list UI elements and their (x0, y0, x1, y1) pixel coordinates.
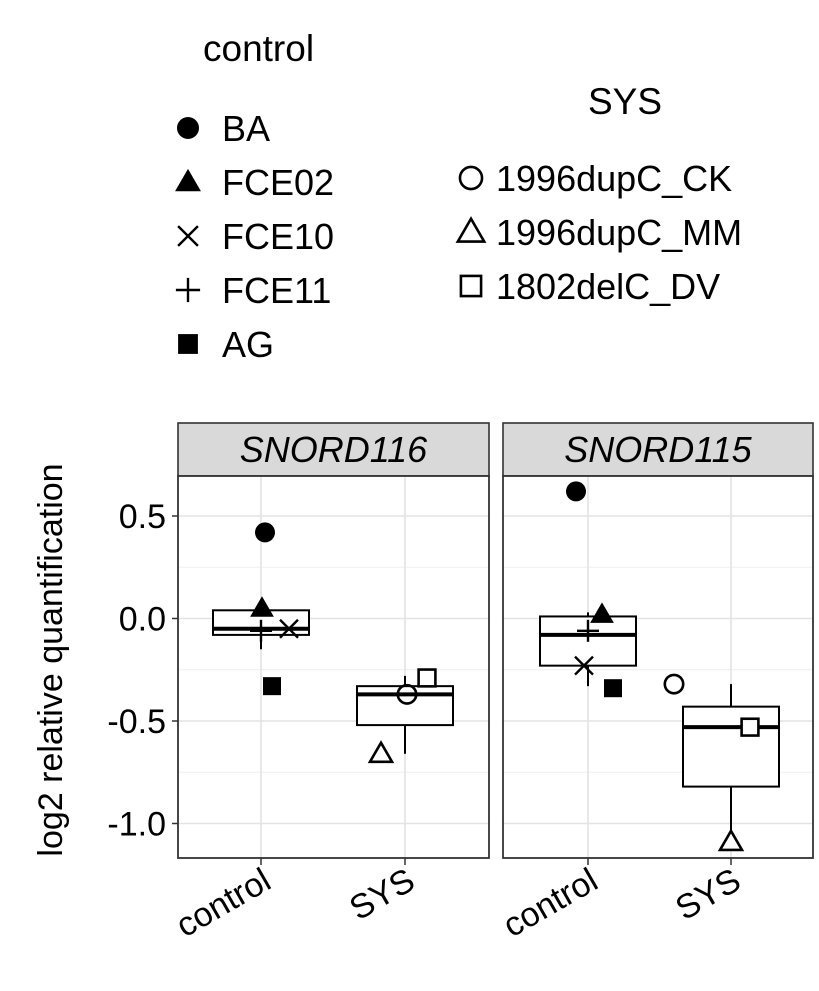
data-point-ag (604, 679, 622, 698)
square-marker (740, 717, 760, 737)
data-point-ba (255, 522, 275, 543)
y-tick-label: 0.0 (119, 601, 166, 639)
strip-background (177, 422, 490, 477)
circle-marker (458, 165, 484, 191)
legend-label: 1802delC_DV (496, 266, 720, 307)
legend-item: FCE11 (175, 270, 331, 311)
legend-marker-open-circle (458, 165, 484, 191)
x-stroke (279, 618, 299, 639)
legend-label: 1996dupC_MM (496, 212, 742, 253)
legend-marker-open-triangle (455, 216, 487, 243)
circle-marker (663, 673, 685, 695)
panel-title: SNORD116 (240, 429, 428, 470)
panel-title: SNORD115 (564, 429, 752, 470)
y-tick-label: 0.5 (119, 498, 166, 536)
legend-marker-filled-square (178, 334, 198, 354)
legend-item: BA (177, 108, 270, 149)
box-iqr (356, 685, 454, 727)
data-point-fce02 (250, 596, 274, 617)
x-tick-label: SYS (669, 861, 747, 928)
legend-label: FCE11 (222, 270, 331, 311)
data-point-fce11 (577, 619, 599, 642)
triangle-marker (175, 168, 201, 192)
panel-border (177, 475, 490, 859)
y-axis: 0.5 0.0 -0.5 -1.0 (107, 498, 178, 844)
circle-marker (566, 481, 586, 502)
data-point-fce10 (279, 618, 299, 639)
legend: control SYS BA FCE02 FCE10 FCE11 AG 1996dupC_… (175, 28, 742, 365)
triangle-marker (455, 216, 487, 243)
square-marker (417, 668, 437, 688)
data-point-fce10 (574, 655, 594, 676)
facet-panels: SNORD116 control SYS SNORD115 control SYS (170, 422, 814, 945)
legend-item: 1996dupC_CK (458, 158, 732, 199)
legend-marker-open-square (459, 274, 483, 298)
x-stroke (574, 655, 594, 676)
legend-label: 1996dupC_CK (496, 158, 732, 199)
x-tick-label: control (170, 861, 277, 945)
legend-label: AG (222, 324, 274, 365)
legend-label: FCE02 (222, 162, 334, 203)
data-point-ba (566, 481, 586, 502)
triangle-marker (590, 602, 614, 623)
legend-title-control: control (203, 28, 314, 69)
data-point-fce02 (590, 602, 614, 623)
box-iqr (682, 705, 780, 788)
data-point-fce11 (250, 619, 272, 642)
square-marker (604, 679, 622, 698)
data-point-1996dupc_mm (367, 740, 395, 764)
data-point-1802delc_dv (417, 668, 437, 688)
legend-item: 1996dupC_MM (455, 212, 742, 253)
data-point-1802delc_dv (740, 717, 760, 737)
circle-marker (177, 117, 199, 139)
legend-marker-filled-circle (177, 117, 199, 139)
data-point-1996dupc_mm (717, 828, 745, 852)
square-marker (178, 334, 198, 354)
legend-item: FCE10 (177, 216, 334, 257)
data-point-ag (263, 677, 281, 696)
triangle-marker (250, 596, 274, 617)
legend-title-sys: SYS (588, 81, 662, 122)
legend-marker-filled-triangle (175, 168, 201, 192)
legend-marker-plus (175, 277, 201, 303)
y-axis-title: log2 relative quantification (32, 463, 70, 856)
square-marker (263, 677, 281, 696)
legend-marker-cross-x (177, 225, 199, 247)
x-tick-label: SYS (343, 861, 421, 928)
square-marker (459, 274, 483, 298)
legend-label: BA (222, 108, 270, 149)
panel-border (502, 475, 814, 859)
y-tick-label: -0.5 (107, 703, 166, 741)
panel-snord116: SNORD116 control SYS (170, 422, 490, 945)
legend-label: FCE10 (222, 216, 334, 257)
circle-marker (255, 522, 275, 543)
plot-background (178, 476, 489, 858)
legend-item: 1802delC_DV (459, 266, 720, 307)
panel-snord115: SNORD115 control SYS (497, 422, 814, 945)
triangle-marker (367, 740, 395, 764)
legend-item: FCE02 (175, 162, 334, 203)
plot-background (503, 476, 813, 858)
y-tick-label: -1.0 (107, 806, 166, 844)
legend-item: AG (178, 324, 274, 365)
data-point-1996dupc_ck (396, 683, 418, 705)
x-stroke (177, 225, 199, 247)
x-tick-label: control (497, 861, 604, 945)
triangle-marker (717, 828, 745, 852)
data-point-1996dupc_ck (663, 673, 685, 695)
strip-background (502, 422, 814, 477)
circle-marker (396, 683, 418, 705)
